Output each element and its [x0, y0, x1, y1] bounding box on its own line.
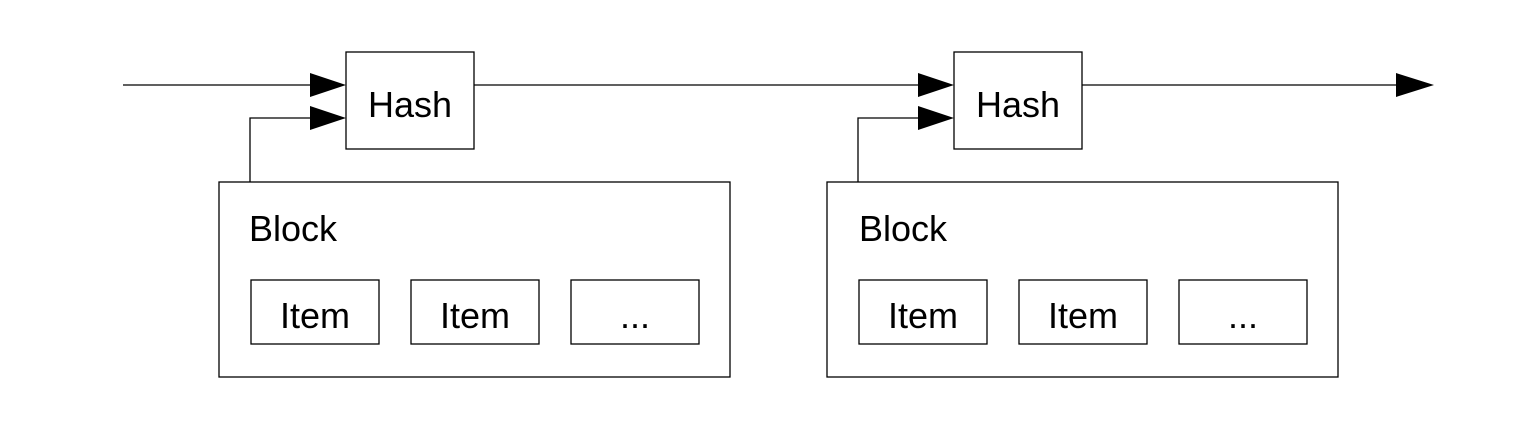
item-box-2-3	[1178, 279, 1308, 345]
stage-2: Hash Block Item Item ...	[826, 51, 1339, 378]
item-box-1-2	[410, 279, 540, 345]
hash-box-2	[953, 51, 1083, 150]
block-to-hash-connector-2	[857, 117, 918, 182]
item-label-2-2: Item	[1048, 295, 1118, 336]
item-box-1-3	[570, 279, 700, 345]
item-label-2-3: ...	[1228, 295, 1258, 336]
block-to-hash-connector-1	[249, 117, 310, 182]
block-to-hash-arrowhead-1	[310, 106, 346, 130]
hash-label-2: Hash	[976, 84, 1060, 125]
item-box-1-1	[250, 279, 380, 345]
item-label-1-2: Item	[440, 295, 510, 336]
chain-arrowhead-in	[310, 73, 346, 97]
hash-label-1: Hash	[368, 84, 452, 125]
item-box-2-1	[858, 279, 988, 345]
item-label-1-3: ...	[620, 295, 650, 336]
item-label-2-1: Item	[888, 295, 958, 336]
block-label-2: Block	[859, 208, 948, 249]
item-box-2-2	[1018, 279, 1148, 345]
item-label-1-1: Item	[280, 295, 350, 336]
chain-arrowhead-out	[1396, 73, 1434, 97]
chain-arrowhead-middle	[918, 73, 954, 97]
stage-1: Hash Block Item Item ...	[218, 51, 731, 378]
block-label-1: Block	[249, 208, 338, 249]
block-to-hash-arrowhead-2	[918, 106, 954, 130]
hash-box-1	[345, 51, 475, 150]
